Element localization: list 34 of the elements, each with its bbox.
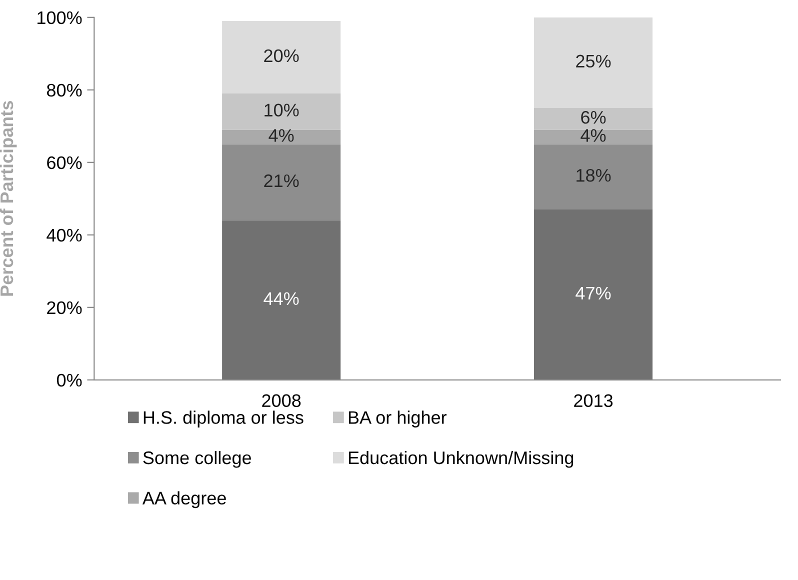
legend-label: H.S. diploma or less [144, 410, 304, 428]
text: 21% [264, 174, 299, 188]
text: 6% [581, 110, 606, 124]
x-tick-label: 2008 [262, 394, 301, 408]
bar [534, 144, 653, 210]
bar [534, 210, 653, 380]
bar [534, 108, 653, 130]
text: 10% [264, 104, 299, 116]
text: 4% [268, 129, 294, 142]
bar [534, 130, 653, 144]
y-tick-label: 40% [46, 228, 82, 242]
text: 20% [264, 49, 299, 62]
y-tick-label: 80% [47, 84, 82, 97]
bar [222, 220, 341, 380]
text: 18% [576, 168, 611, 182]
bar [222, 130, 341, 144]
y-tick-label: 100% [38, 11, 82, 24]
x-tick-label: 2013 [574, 394, 613, 408]
legend-label: Some college [143, 450, 252, 468]
bar [222, 21, 341, 94]
y-tick-label: 0% [56, 374, 82, 387]
legend-label: Education Unknown/Missing [348, 450, 574, 468]
text: 25% [576, 54, 611, 68]
text: 4% [580, 129, 606, 142]
bar [222, 94, 341, 130]
y-tick-label: 60% [47, 156, 82, 170]
y-tick-label: 20% [47, 301, 82, 314]
bar [222, 144, 341, 220]
legend-label: BA or higher [348, 410, 447, 428]
text: 47% [576, 286, 611, 300]
legend-label: AA degree [142, 491, 226, 508]
bar [534, 17, 653, 108]
y-axis-title: Percent of Participants [0, 101, 17, 296]
text: 44% [264, 292, 299, 305]
